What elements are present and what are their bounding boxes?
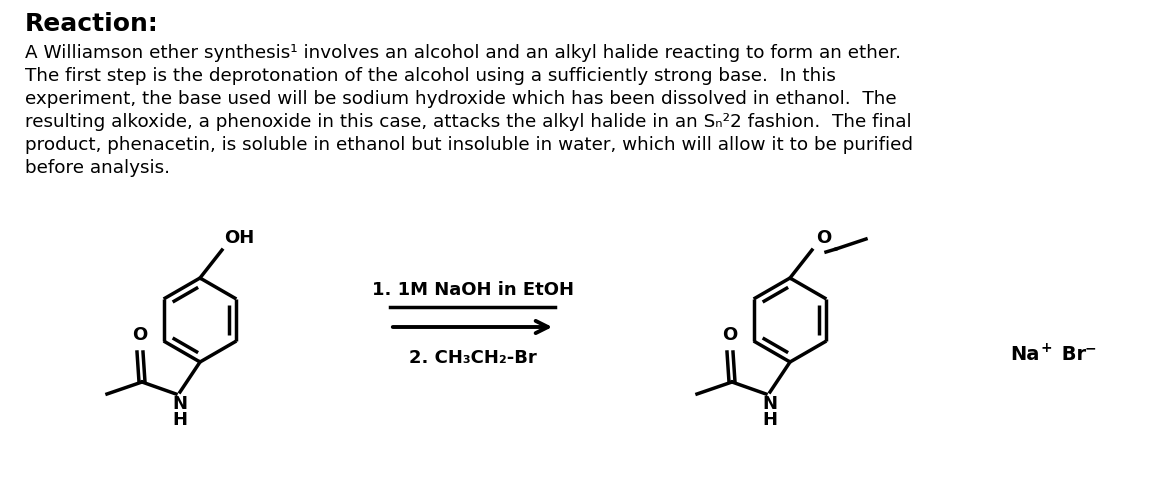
Text: Br: Br (1055, 345, 1086, 363)
Text: 2. CH₃CH₂-Br: 2. CH₃CH₂-Br (408, 349, 536, 367)
Text: H: H (172, 411, 187, 429)
Text: product, phenacetin, is soluble in ethanol but insoluble in water, which will al: product, phenacetin, is soluble in ethan… (25, 136, 913, 154)
Text: O: O (815, 229, 831, 247)
Text: The first step is the deprotonation of the alcohol using a sufficiently strong b: The first step is the deprotonation of t… (25, 67, 835, 85)
Text: −: − (1085, 341, 1096, 355)
Text: resulting alkoxide, a phenoxide in this case, attacks the alkyl halide in an Sₙ²: resulting alkoxide, a phenoxide in this … (25, 113, 911, 131)
Text: A Williamson ether synthesis¹ involves an alcohol and an alkyl halide reacting t: A Williamson ether synthesis¹ involves a… (25, 44, 901, 62)
Text: OH: OH (223, 229, 254, 247)
Text: Na: Na (1010, 345, 1039, 363)
Text: N: N (763, 395, 778, 413)
Text: 1. 1M NaOH in EtOH: 1. 1M NaOH in EtOH (372, 281, 573, 299)
Text: +: + (1040, 341, 1052, 355)
Text: O: O (722, 326, 737, 344)
Text: H: H (763, 411, 778, 429)
Text: experiment, the base used will be sodium hydroxide which has been dissolved in e: experiment, the base used will be sodium… (25, 90, 896, 108)
Text: Reaction:: Reaction: (25, 12, 159, 36)
Text: N: N (172, 395, 187, 413)
Text: before analysis.: before analysis. (25, 159, 170, 177)
Text: O: O (132, 326, 147, 344)
